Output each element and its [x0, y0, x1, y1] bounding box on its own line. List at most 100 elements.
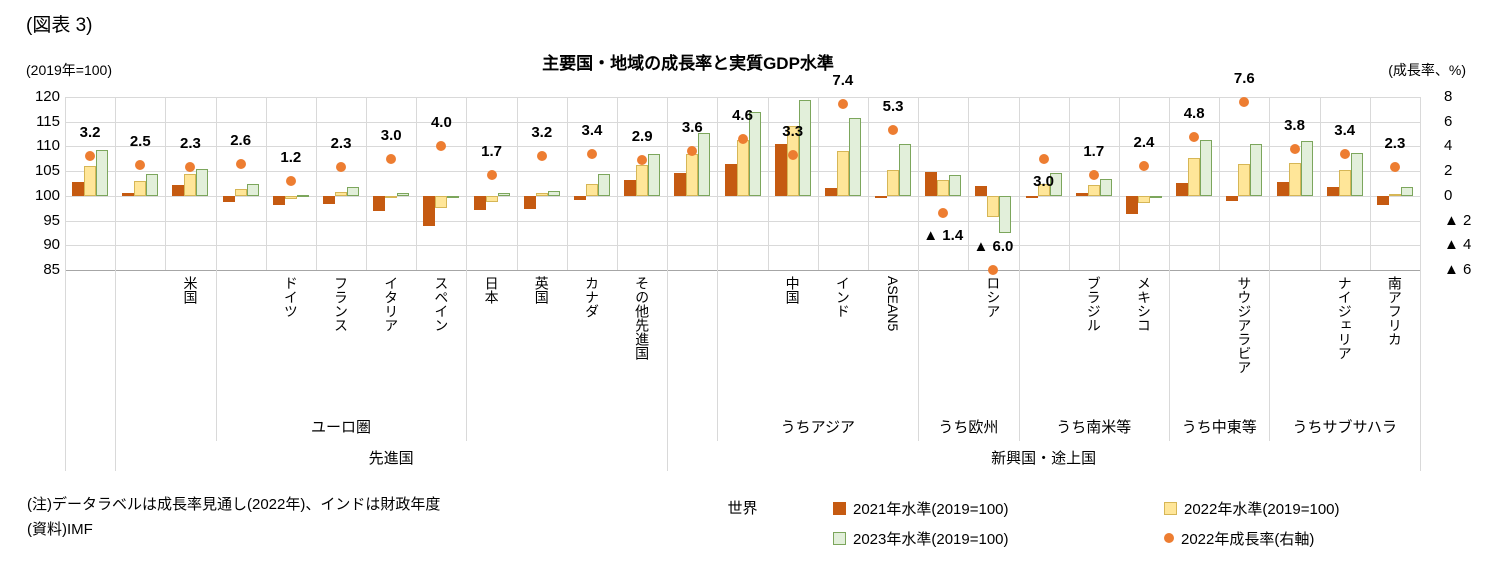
axis-separator	[215, 270, 217, 441]
gridline-v	[817, 97, 819, 270]
gridline-v	[1018, 97, 1020, 270]
bar-2021-level	[1176, 182, 1189, 196]
growth-dot	[1088, 169, 1099, 180]
bar-2022-level	[786, 126, 799, 196]
left-axis-caption: (2019年=100)	[26, 62, 113, 78]
gridline-v	[265, 97, 267, 270]
growth-dot	[185, 162, 196, 173]
bar-2021-level	[724, 164, 737, 196]
axis-separator	[115, 270, 117, 471]
bar-2022-level	[987, 195, 1000, 217]
axis-group-label: 新興国・途上国	[991, 450, 1097, 467]
bar-2022-level	[284, 195, 297, 200]
bar-2022-level	[937, 179, 950, 196]
bar-2021-level	[1025, 195, 1038, 199]
gridline-v	[717, 97, 719, 270]
category-tick: メキシコ	[1135, 276, 1152, 332]
growth-label: 7.4	[832, 72, 854, 90]
y-axis-tick-left: 120	[34, 88, 60, 105]
category-tick: その他先進国	[634, 276, 651, 360]
growth-dot	[135, 159, 146, 170]
gridline-v	[867, 97, 869, 270]
bar-2022-level	[1238, 163, 1251, 196]
bar-2021-level	[824, 188, 837, 196]
bar-2021-level	[172, 185, 185, 196]
legend-circle-marker	[1164, 533, 1174, 543]
growth-label: 1.7	[481, 142, 502, 160]
gridline-v	[617, 97, 619, 270]
bar-2023-level	[347, 187, 360, 196]
growth-dot	[285, 176, 296, 187]
y-axis-tick-right: 8	[1444, 88, 1453, 105]
growth-dot	[586, 148, 597, 159]
bar-2023-level	[999, 195, 1012, 234]
bar-2022-level	[435, 195, 448, 209]
growth-dot	[235, 158, 246, 169]
y-axis-tick-left: 105	[34, 162, 60, 180]
bar-2021-level	[624, 180, 637, 196]
growth-label: ▲ 1.4	[923, 227, 964, 245]
bar-2021-level	[674, 172, 687, 196]
bar-2021-level	[323, 195, 336, 204]
legend-square-marker	[833, 501, 846, 515]
gridline-v	[1169, 97, 1171, 270]
category-tick: 中国	[784, 276, 801, 304]
bar-2023-level	[597, 174, 610, 196]
category-tick: ロシア	[985, 276, 1002, 318]
legend-label: 2021年水準(2019=100)	[853, 500, 1009, 518]
bar-2021-level	[423, 195, 436, 227]
bar-2022-level	[1087, 184, 1100, 196]
category-tick: サウジアラビア	[1236, 276, 1253, 374]
bar-2021-level	[72, 182, 85, 196]
gridline-h	[65, 245, 1420, 247]
gridline-v	[1219, 97, 1221, 270]
gridline-h	[65, 270, 1420, 271]
bar-2021-level	[122, 193, 135, 196]
bar-2022-level	[736, 140, 749, 196]
gridline-v	[1369, 97, 1371, 270]
bar-2022-level	[184, 174, 197, 196]
legend-square-marker	[833, 531, 846, 545]
axis-separator	[1420, 270, 1421, 471]
growth-dot	[988, 265, 999, 275]
y-axis-tick-right: ▲ 2	[1444, 211, 1472, 229]
growth-dot	[938, 208, 949, 219]
bar-2021-level	[573, 195, 586, 200]
figure-number: (図表 3)	[26, 15, 93, 36]
legend-item: 2023年水準(2019=100)	[833, 528, 1009, 548]
category-tick: カナダ	[583, 276, 600, 318]
growth-dot	[1339, 148, 1350, 159]
gridline-v	[165, 97, 167, 270]
gridline-h	[65, 195, 1420, 197]
growth-dot	[1289, 143, 1300, 154]
growth-dot	[486, 169, 497, 180]
gridline-v	[767, 97, 769, 270]
bar-2021-level	[272, 195, 285, 205]
growth-label: 5.3	[882, 98, 904, 116]
axis-group-label: うち南米等	[1056, 419, 1132, 436]
category-tick: 日本	[483, 276, 500, 304]
axis-separator	[1269, 270, 1271, 441]
category-tick: 英国	[533, 276, 550, 304]
axis-group-label: うちアジア	[780, 419, 855, 436]
bar-2023-level	[397, 192, 410, 196]
axis-group-label: 先進国	[368, 450, 414, 467]
legend-label: 2022年水準(2019=100)	[1184, 500, 1340, 518]
axis-group-label: うちサブサハラ	[1292, 419, 1397, 436]
axis-separator	[1018, 270, 1020, 441]
bar-2022-level	[636, 165, 649, 196]
gridline-h	[65, 121, 1420, 123]
y-axis-tick-right: 6	[1444, 112, 1453, 130]
bar-2021-level	[1075, 193, 1088, 196]
growth-label: ▲ 6.0	[973, 238, 1014, 255]
bar-2023-level	[949, 175, 962, 196]
axis-group-label: 世界	[727, 500, 758, 517]
growth-label: 2.3	[330, 135, 352, 153]
growth-label: 3.3	[782, 123, 804, 141]
growth-dot	[737, 134, 748, 144]
category-tick: ASEAN5	[885, 276, 902, 332]
bar-2022-level	[585, 183, 598, 196]
growth-dot	[1038, 153, 1049, 164]
bar-2023-level	[96, 150, 109, 196]
